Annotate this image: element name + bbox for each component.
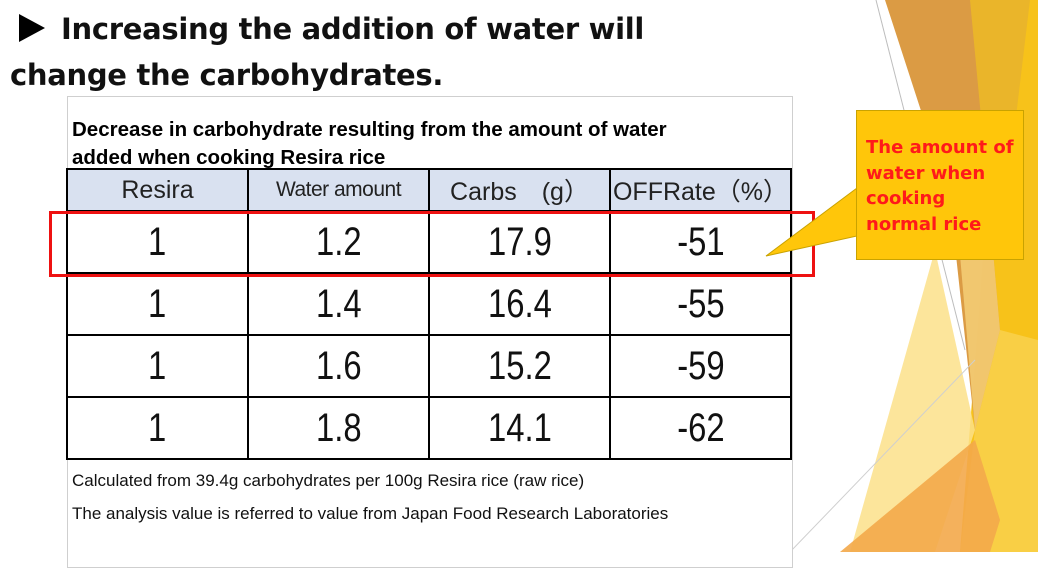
cell-value: 1.6	[315, 343, 362, 388]
table-title-line-1: Decrease in carbohydrate resulting from …	[72, 118, 667, 141]
cell-value: -59	[676, 343, 725, 388]
highlight-row-box	[49, 211, 815, 277]
facet-pale-yellow	[850, 250, 975, 552]
footnote-source: The analysis value is referred to value …	[72, 504, 669, 523]
callout-line: water when	[866, 162, 986, 184]
cell-water-amount: 1.2	[247, 210, 430, 274]
footnote-calculation: Calculated from 39.4g carbohydrates per …	[72, 471, 585, 490]
callout-line: cooking	[866, 188, 946, 209]
callout-line: The amount of	[866, 137, 1014, 158]
cell-value: -51	[676, 219, 725, 264]
cell-value: 1	[148, 405, 167, 450]
cell-value: 14.1	[487, 405, 552, 450]
thin-line-diagonal-bottom	[789, 359, 976, 552]
callout-line: normal rice	[866, 213, 982, 235]
cell-value: 1	[148, 343, 167, 388]
cell-resira: 1	[66, 272, 249, 336]
cell-value: -55	[676, 281, 725, 326]
slide-title-line-2: change the carbohydrates.	[10, 58, 444, 92]
facet-orange-bottom	[840, 440, 1000, 552]
cell-resira: 1	[66, 396, 249, 460]
table-title: Decrease in carbohydrate resulting from …	[72, 116, 792, 172]
table-title-line-2: added when cooking Resira rice	[72, 146, 386, 169]
facet-light-yellow	[960, 330, 1038, 552]
table-row: 1 1.6 15.2 -59	[66, 334, 792, 398]
cell-off-rate: -62	[609, 396, 792, 460]
slide-title: Increasing the addition of water will ch…	[10, 6, 644, 98]
cell-value: 16.4	[487, 281, 552, 326]
cell-value: 1	[148, 281, 167, 326]
header-resira: Resira	[66, 168, 249, 212]
cell-value: -62	[676, 405, 725, 450]
header-off-rate: OFFRate（%）	[609, 168, 792, 212]
cell-carbs: 14.1	[428, 396, 611, 460]
cell-off-rate: -59	[609, 334, 792, 398]
cell-off-rate: -51	[609, 210, 792, 274]
cell-water-amount: 1.6	[247, 334, 430, 398]
table-header-row: Resira Water amount Carbs (g） OFFRate（%）	[66, 168, 792, 212]
callout-note: The amount of water when cooking normal …	[856, 110, 1024, 260]
cell-water-amount: 1.4	[247, 272, 430, 336]
cell-value: 1	[148, 219, 167, 264]
header-water-amount: Water amount	[247, 168, 430, 212]
cell-carbs: 16.4	[428, 272, 611, 336]
cell-resira: 1	[66, 210, 249, 274]
slide-title-line-1: Increasing the addition of water will	[61, 12, 645, 46]
cell-value: 17.9	[487, 219, 552, 264]
cell-value: 15.2	[487, 343, 552, 388]
triangle-bullet-icon	[19, 14, 45, 42]
carbohydrate-table: Resira Water amount Carbs (g） OFFRate（%）…	[66, 168, 792, 460]
cell-resira: 1	[66, 334, 249, 398]
cell-water-amount: 1.8	[247, 396, 430, 460]
cell-off-rate: -55	[609, 272, 792, 336]
facet-gold-right	[960, 0, 1038, 552]
cell-value: 1.8	[315, 405, 362, 450]
header-carbs: Carbs (g）	[428, 168, 611, 212]
table-row: 1 1.4 16.4 -55	[66, 272, 792, 336]
cell-carbs: 15.2	[428, 334, 611, 398]
table-row: 1 1.8 14.1 -62	[66, 396, 792, 460]
cell-value: 1.4	[315, 281, 362, 326]
cell-value: 1.2	[315, 219, 362, 264]
